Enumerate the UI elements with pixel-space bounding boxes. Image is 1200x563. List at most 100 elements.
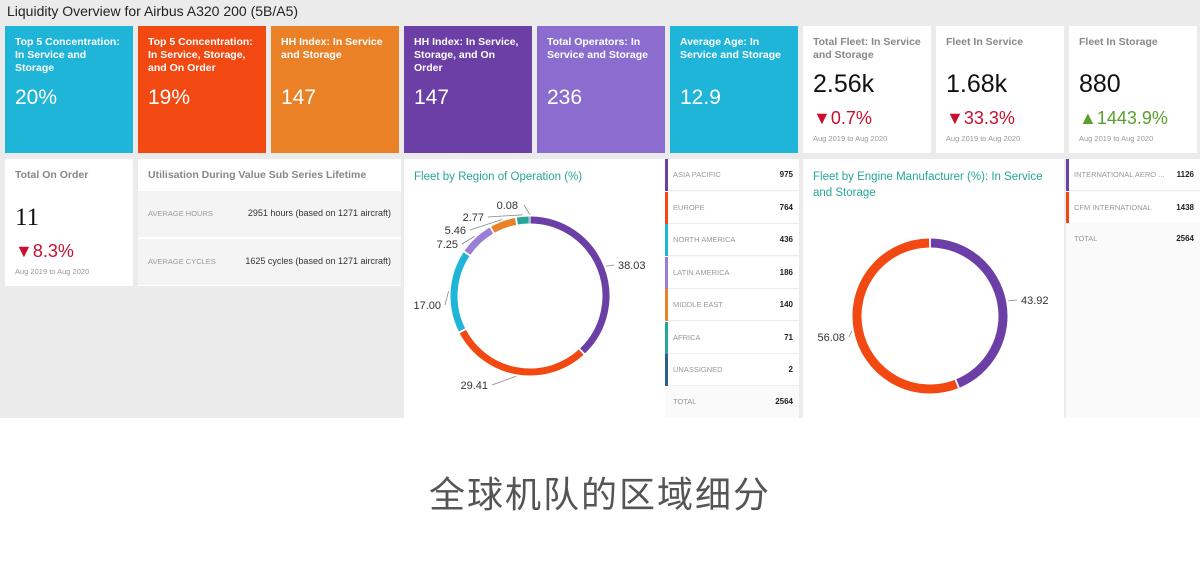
total-label: TOTAL (673, 397, 697, 406)
donut-slice[interactable] (459, 329, 584, 376)
color-swatch (1066, 191, 1069, 224)
tile-top5-in-service-storage[interactable]: Top 5 Concentration: In Service and Stor… (5, 26, 133, 153)
tile-top5-in-service-storage-order[interactable]: Top 5 Concentration: In Service, Storage… (138, 26, 266, 153)
leader-line (605, 264, 615, 267)
color-swatch (665, 256, 668, 289)
tile-value: 20% (15, 86, 58, 109)
donut-slice[interactable] (930, 238, 1008, 388)
change-indicator: ▼8.3% (15, 241, 74, 262)
engine-chart-panel: Fleet by Engine Manufacturer (%): In Ser… (803, 159, 1064, 418)
tile-label: Total Operators: In Service and Storage (547, 36, 648, 61)
color-swatch (665, 321, 668, 354)
tile-label: Top 5 Concentration: In Service, Storage… (148, 36, 253, 74)
color-swatch (665, 191, 668, 224)
region-row[interactable]: LATIN AMERICA 186 (665, 256, 799, 289)
dashboard-title: Liquidity Overview for Airbus A320 200 (… (7, 3, 299, 19)
tile-fleet-in-service[interactable]: Fleet In Service 1.68k ▼33.3% Aug 2019 t… (936, 26, 1064, 153)
color-swatch (665, 224, 668, 256)
chart-title: Fleet by Region of Operation (%) (414, 171, 583, 183)
utilisation-title: Utilisation During Value Sub Series Life… (148, 169, 367, 181)
donut-slice[interactable] (464, 227, 494, 255)
data-label: 56.08 (817, 332, 845, 344)
tile-value: 236 (547, 86, 583, 109)
change-indicator: ▼33.3% (946, 108, 1015, 129)
engine-table: INTERNATIONAL AERO ... 1126 CFM INTERNATIO… (1066, 159, 1200, 418)
chart-title: Fleet by Engine Manufacturer (%): In Ser… (813, 171, 1043, 199)
color-swatch (665, 354, 668, 386)
arrow-down-icon: ▼ (813, 108, 831, 128)
donut-slice[interactable] (852, 238, 959, 394)
region-row[interactable]: UNASSIGNED 2 (665, 354, 799, 386)
leader-line (1008, 299, 1018, 302)
region-name: NORTH AMERICA (673, 235, 736, 244)
change-value: 0.7% (830, 108, 872, 128)
period-text: Aug 2019 to Aug 2020 (1079, 134, 1154, 143)
total-value: 2564 (775, 397, 793, 406)
data-label: 43.92 (1021, 295, 1049, 307)
region-row[interactable]: ASIA PACIFIC 975 (665, 159, 799, 191)
tile-label: Top 5 Concentration: In Service and Stor… (15, 36, 120, 74)
region-name: LATIN AMERICA (673, 267, 730, 277)
tile-total-on-order[interactable]: Total On Order 11 ▼8.3% Aug 2019 to Aug … (5, 159, 133, 286)
region-count: 71 (784, 332, 793, 342)
utilisation-row-cycles: AVERAGE CYCLES 1625 cycles (based on 127… (138, 239, 401, 285)
engine-name: CFM INTERNATIONAL (1074, 202, 1152, 212)
region-name: AFRICA (673, 332, 701, 342)
tile-hh-index-in-service-storage[interactable]: HH Index: In Service and Storage 147 (271, 26, 399, 153)
tile-total-fleet[interactable]: Total Fleet: In Service and Storage 2.56… (803, 26, 931, 153)
change-indicator: ▼0.7% (813, 108, 872, 129)
region-row[interactable]: EUROPE 764 (665, 191, 799, 224)
tile-fleet-in-storage[interactable]: Fleet In Storage 880 ▲1443.9% Aug 2019 t… (1069, 26, 1197, 153)
engine-total-row: TOTAL 2564 (1066, 223, 1200, 255)
region-donut-chart[interactable]: 38.03 29.41 17.00 7.25 5.462.77 0.08 (404, 159, 665, 418)
engine-donut-chart[interactable]: 43.92 56.08 (803, 159, 1064, 418)
engine-count: 1126 (1176, 170, 1194, 179)
tile-value: 880 (1079, 70, 1121, 98)
leader-line (523, 204, 531, 215)
engine-row[interactable]: INTERNATIONAL AERO ... 1126 (1066, 159, 1200, 191)
tile-label: Fleet In Service (946, 36, 1024, 48)
arrow-down-icon: ▼ (946, 108, 964, 128)
leader-line (848, 330, 853, 338)
donut-slice[interactable] (491, 217, 517, 233)
leader-line (444, 291, 449, 306)
color-swatch (665, 159, 668, 191)
region-name: UNASSIGNED (673, 365, 723, 374)
data-label: 17.00 (413, 300, 441, 312)
utilisation-value: 1625 cycles (based on 1271 aircraft) (245, 256, 391, 266)
region-chart-panel: Fleet by Region of Operation (%) 38.03 29… (404, 159, 665, 418)
tile-label: Average Age: In Service and Storage (680, 36, 781, 61)
tile-average-age[interactable]: Average Age: In Service and Storage 12.9 (670, 26, 798, 153)
region-total-row: TOTAL 2564 (665, 386, 799, 418)
period-text: Aug 2019 to Aug 2020 (813, 134, 888, 143)
tile-total-operators[interactable]: Total Operators: In Service and Storage … (537, 26, 665, 153)
tile-label: Total On Order (15, 169, 89, 181)
total-label: TOTAL (1074, 234, 1098, 243)
donut-slice[interactable] (530, 216, 610, 354)
utilisation-value: 2951 hours (based on 1271 aircraft) (247, 208, 391, 218)
arrow-up-icon: ▲ (1079, 108, 1097, 128)
tile-label: HH Index: In Service, Storage, and On Or… (414, 36, 519, 74)
change-indicator: ▲1443.9% (1079, 108, 1168, 129)
leader-line (487, 214, 523, 218)
tile-value: 11 (15, 204, 40, 231)
donut-slice[interactable] (450, 252, 470, 332)
caption-text: 全球机队的区域细分 (428, 474, 771, 515)
region-row[interactable]: MIDDLE EAST 140 (665, 289, 799, 321)
arrow-down-icon: ▼ (15, 241, 33, 261)
data-label: 2.77 (463, 212, 484, 224)
utilisation-row-hours: AVERAGE HOURS 2951 hours (based on 1271 … (138, 191, 401, 237)
engine-row[interactable]: CFM INTERNATIONAL 1438 (1066, 191, 1200, 224)
tile-hh-index-in-service-storage-order[interactable]: HH Index: In Service, Storage, and On Or… (404, 26, 532, 153)
region-row[interactable]: NORTH AMERICA 436 (665, 224, 799, 256)
tile-value: 12.9 (680, 86, 721, 109)
utilisation-panel: Utilisation During Value Sub Series Life… (138, 159, 401, 286)
donut-slice[interactable] (516, 216, 529, 225)
change-value: 8.3% (32, 241, 74, 261)
tile-value: 19% (148, 86, 191, 109)
utilisation-key: AVERAGE CYCLES (148, 257, 216, 266)
period-text: Aug 2019 to Aug 2020 (15, 267, 90, 276)
region-row[interactable]: AFRICA 71 (665, 321, 799, 354)
color-swatch (1066, 159, 1069, 191)
region-name: ASIA PACIFIC (673, 170, 721, 179)
